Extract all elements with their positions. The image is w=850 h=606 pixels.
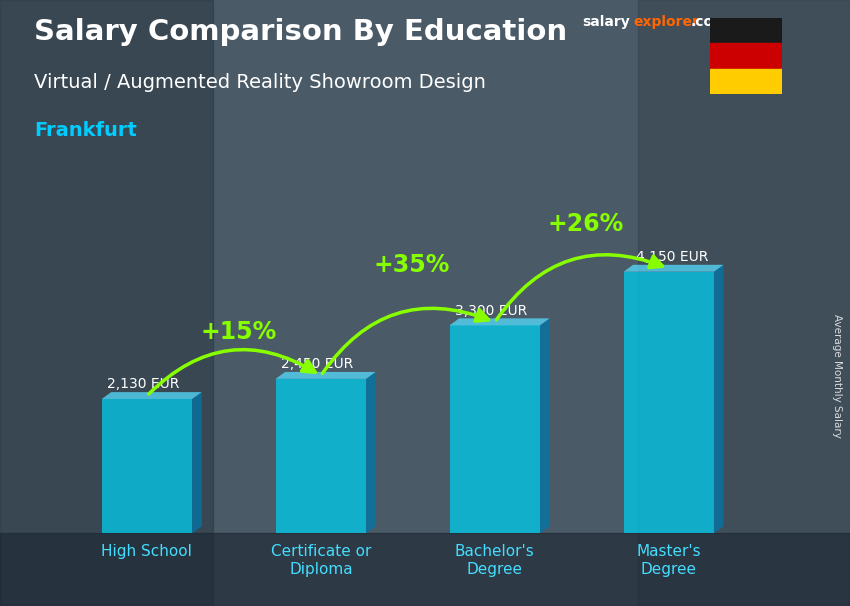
Bar [0, 0, 212, 606]
Polygon shape [624, 271, 714, 533]
Bar [710, 18, 782, 44]
Text: 2,450 EUR: 2,450 EUR [281, 358, 354, 371]
Text: Salary Comparison By Education: Salary Comparison By Education [34, 18, 567, 46]
Bar [710, 68, 782, 94]
Polygon shape [450, 318, 550, 325]
Text: 4,150 EUR: 4,150 EUR [636, 250, 708, 264]
Polygon shape [624, 265, 723, 271]
Text: +15%: +15% [200, 319, 276, 344]
Polygon shape [366, 372, 376, 533]
Text: .com: .com [691, 15, 728, 29]
Polygon shape [102, 392, 201, 399]
Text: Virtual / Augmented Reality Showroom Design: Virtual / Augmented Reality Showroom Des… [34, 73, 486, 92]
Text: 3,300 EUR: 3,300 EUR [456, 304, 527, 318]
Bar [638, 0, 850, 606]
Bar [0, 533, 850, 606]
Text: +26%: +26% [548, 213, 624, 236]
Text: Average Monthly Salary: Average Monthly Salary [832, 314, 842, 438]
Polygon shape [540, 318, 550, 533]
Polygon shape [275, 372, 376, 379]
Text: salary: salary [582, 15, 630, 29]
Text: explorer: explorer [633, 15, 699, 29]
Polygon shape [192, 392, 201, 533]
Text: 2,130 EUR: 2,130 EUR [107, 378, 179, 391]
Bar [710, 44, 782, 68]
Text: +35%: +35% [374, 253, 450, 278]
Text: Frankfurt: Frankfurt [34, 121, 137, 140]
Polygon shape [102, 399, 192, 533]
Polygon shape [275, 379, 366, 533]
Polygon shape [714, 265, 723, 533]
Polygon shape [450, 325, 540, 533]
